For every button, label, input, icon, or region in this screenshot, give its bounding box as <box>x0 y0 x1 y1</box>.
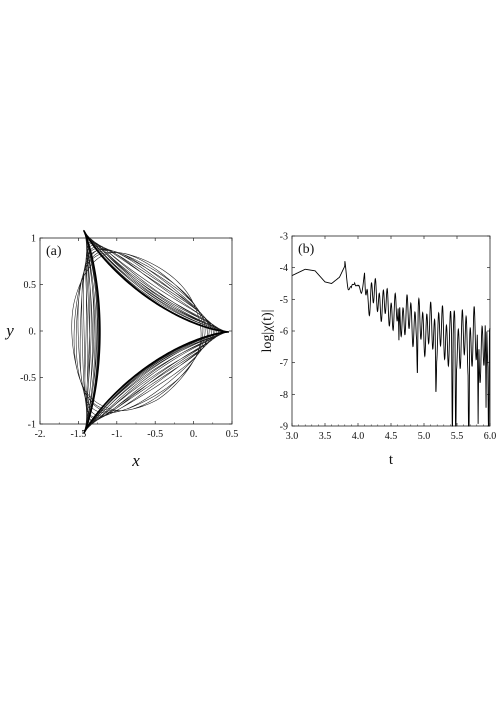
y-tick-label-b: -8 <box>280 390 288 401</box>
series-line-log-chi <box>291 261 491 427</box>
x-tick-label-a: -2. <box>35 429 46 440</box>
x-tick-label-b: 4.5 <box>385 431 398 442</box>
y-tick-label-b: -3 <box>280 232 288 243</box>
orbit-curve <box>71 229 229 434</box>
x-tick-label-a: 0.5 <box>226 429 239 440</box>
y-axis-label-b: log|χ(t)| <box>260 310 275 353</box>
y-tick-label-a: -0.5 <box>20 373 36 384</box>
x-tick-label-a: 0. <box>190 429 198 440</box>
x-tick-label-b: 6.0 <box>484 431 496 442</box>
plot-frame-b <box>291 235 491 427</box>
panel-b: 3.0 3.5 4.0 4.5 5.0 5.5 6.0 -3 -4 -5 -6 -7 -8 -9 (b) t l… <box>260 232 496 469</box>
y-tick-label-a: 1 <box>31 234 36 245</box>
y-tick-label-b: -7 <box>280 358 288 369</box>
y-tick-label-a: 0. <box>29 327 37 338</box>
y-tick-label-a: -1 <box>28 420 36 431</box>
y-tick-label-b: -6 <box>280 327 288 338</box>
x-tick-label-b: 5.5 <box>451 431 464 442</box>
x-axis-label-a: x <box>131 451 140 470</box>
x-tick-label-b: 3.0 <box>286 431 299 442</box>
y-axis-label-a: y <box>4 321 14 340</box>
y-tick-label-b: -9 <box>280 422 288 433</box>
x-tick-label-b: 4.0 <box>352 431 365 442</box>
x-tick-label-a: -0.5 <box>147 429 163 440</box>
panel-label-a: (a) <box>46 244 62 259</box>
x-tick-label-b: 3.5 <box>319 431 332 442</box>
panel-label-b: (b) <box>298 242 315 257</box>
x-tick-label-b: 5.0 <box>418 431 431 442</box>
orbit-envelope <box>82 230 229 434</box>
x-tick-label-a: -1. <box>111 429 122 440</box>
x-tick-label-a: -1.5 <box>70 429 86 440</box>
y-tick-label-a: 0.5 <box>24 280 37 291</box>
x-axis-label-b: t <box>389 452 394 468</box>
panel-a: -2. -1.5 -1. -0.5 0. 0.5 1 0.5 0. -0.5 -1 (a) x y <box>4 229 239 470</box>
y-tick-label-b: -5 <box>280 295 288 306</box>
y-tick-label-b: -4 <box>280 263 288 274</box>
